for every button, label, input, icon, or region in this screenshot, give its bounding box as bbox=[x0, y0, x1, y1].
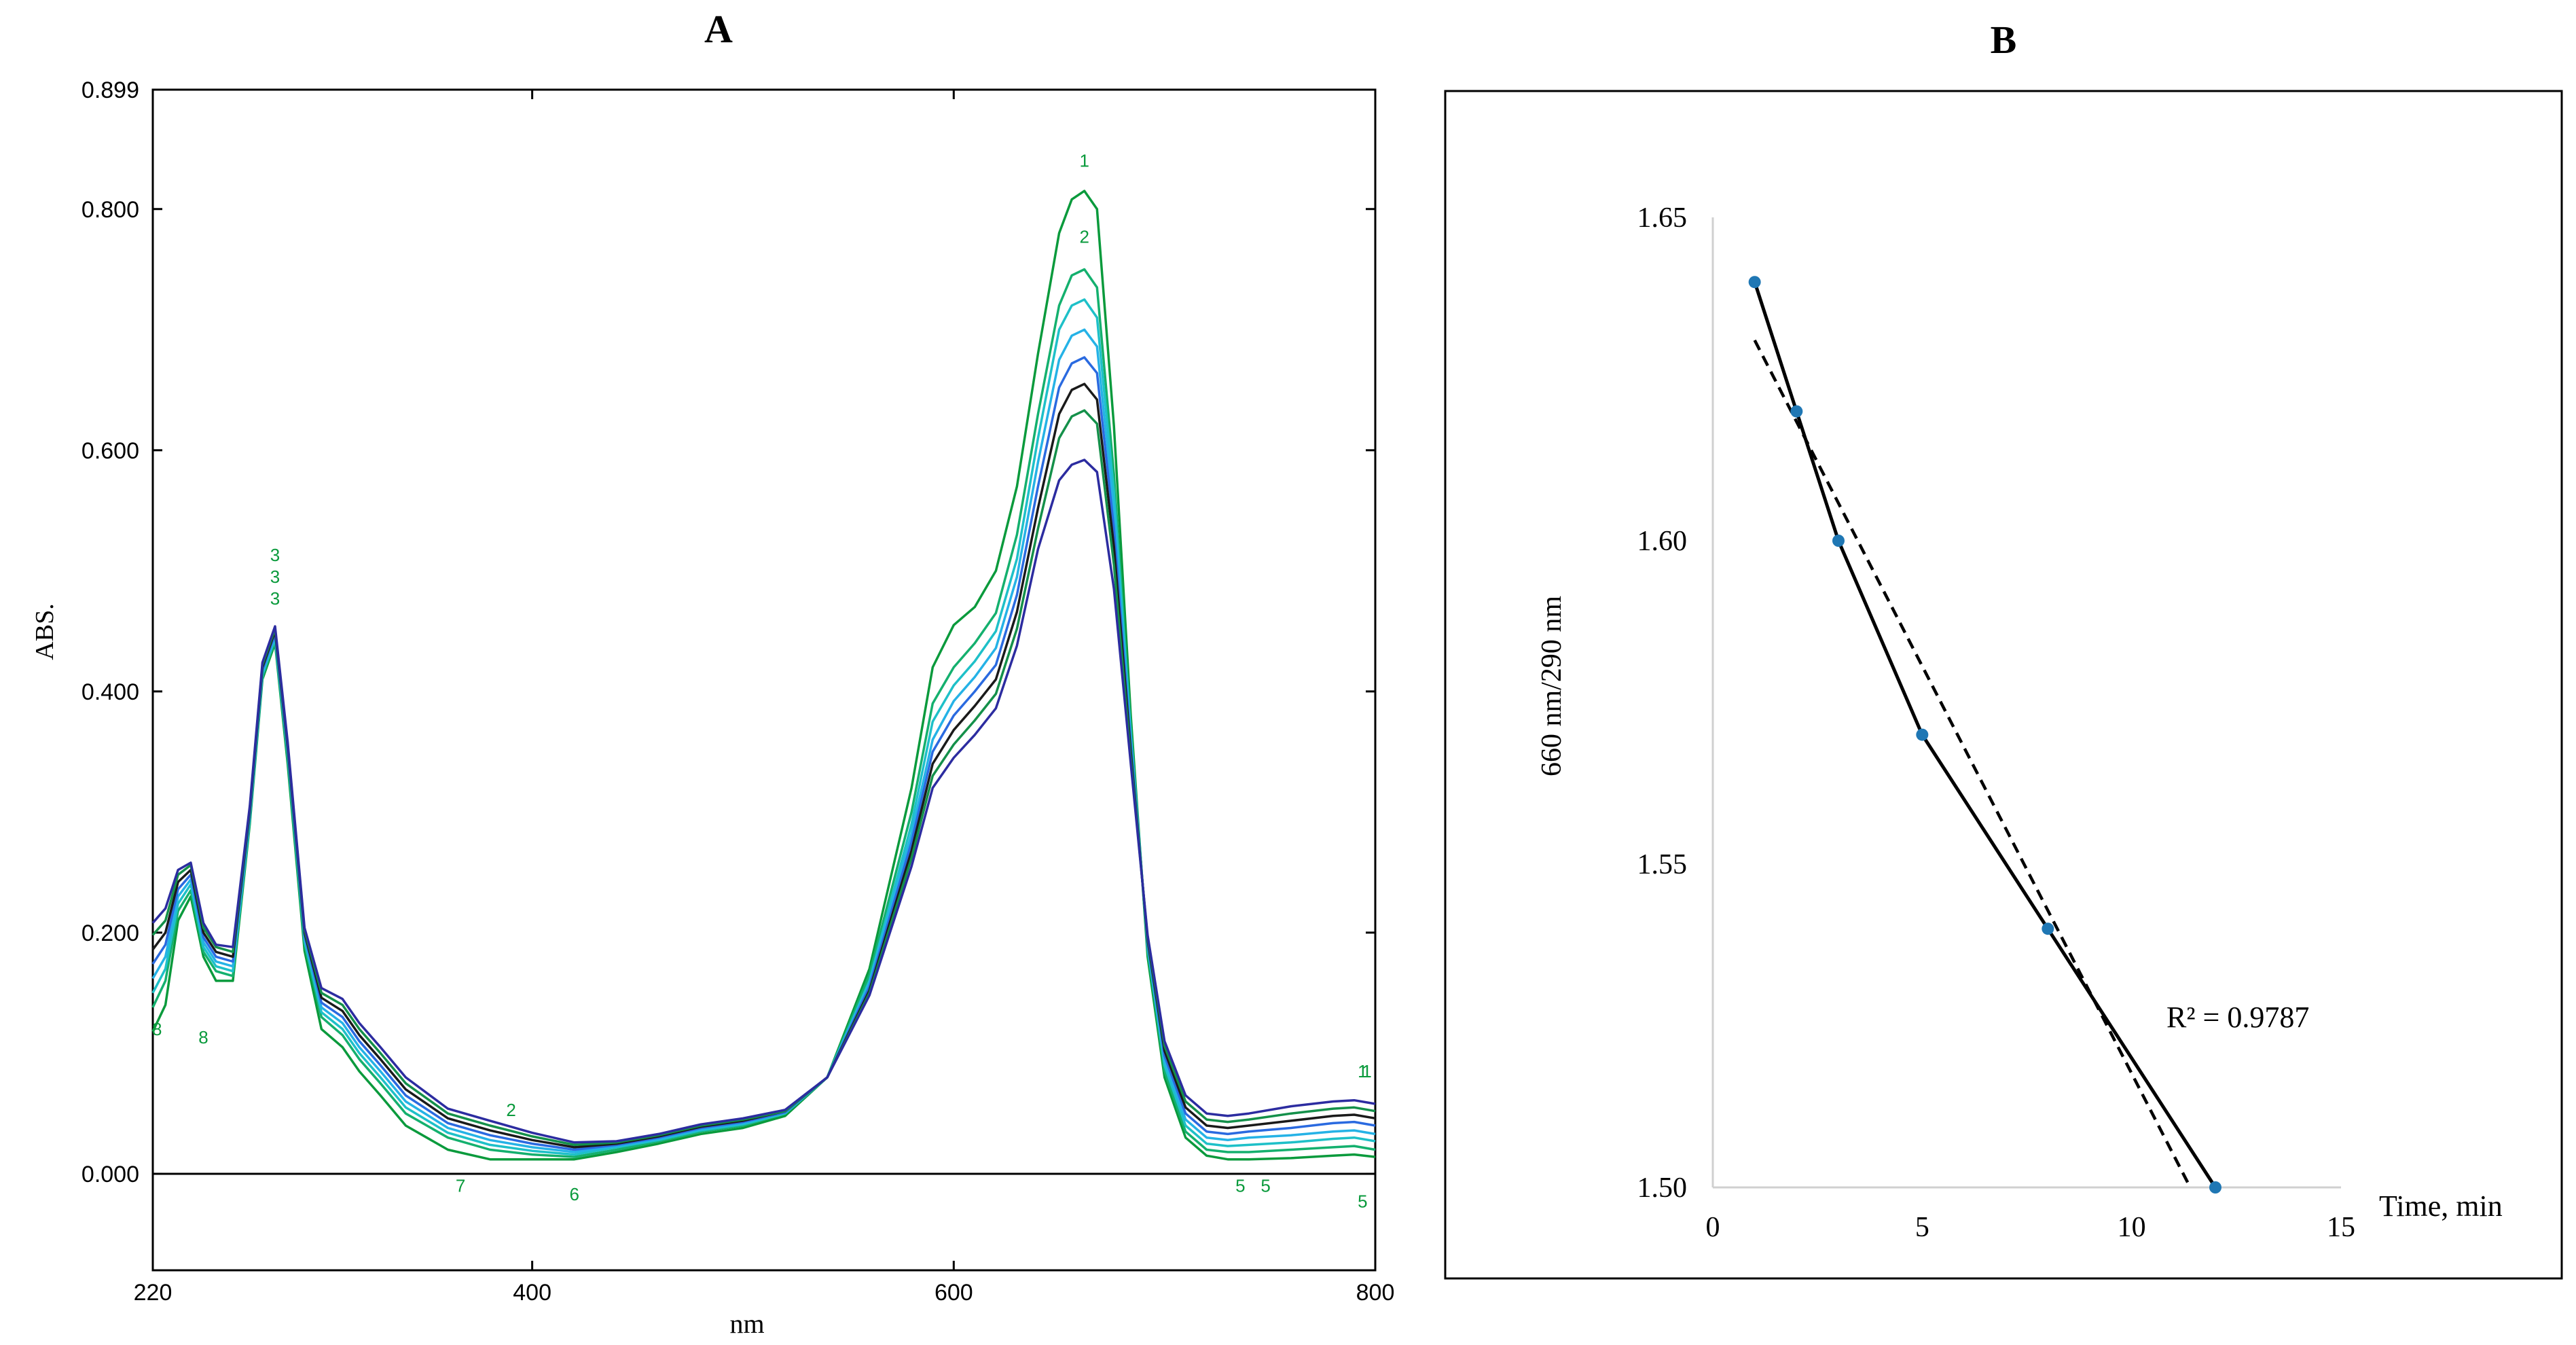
spectrum-line-7 bbox=[151, 409, 1376, 1147]
data-point bbox=[1790, 405, 1803, 418]
y-tick-label: 0.000 bbox=[81, 1162, 139, 1187]
data-point bbox=[1748, 276, 1761, 289]
y-tick-label: 0.400 bbox=[81, 679, 139, 705]
y-tick-label: 1.65 bbox=[1637, 202, 1688, 234]
panel-a-title: A bbox=[704, 7, 733, 51]
curve-number-label: 5 bbox=[1235, 1176, 1245, 1196]
spectrum-line-3 bbox=[151, 298, 1376, 1156]
x-tick-label: 10 bbox=[2118, 1212, 2146, 1243]
y-tick-label: 0.800 bbox=[81, 197, 139, 223]
panel-a-y-axis-label: ABS. bbox=[31, 603, 59, 660]
curve-number-label: 6 bbox=[569, 1184, 579, 1204]
curve-number-label: 3 bbox=[270, 567, 280, 587]
panel-a: A 0.000 0.200 0.400 0.600 0.800 0.899 220 400 60… bbox=[31, 7, 1394, 1339]
panel-a-plot-frame bbox=[151, 88, 1377, 1272]
curve-number-label: 2 bbox=[1079, 226, 1089, 247]
y-tick-label: 1.55 bbox=[1637, 849, 1688, 880]
data-point bbox=[1916, 728, 1929, 741]
x-tick-label: 600 bbox=[935, 1280, 973, 1306]
panel-a-series bbox=[151, 190, 1376, 1161]
panel-a-x-axis-label: nm bbox=[729, 1308, 764, 1339]
panel-b-ticks: 1.50 1.55 1.60 1.65 0 5 10 15 bbox=[1637, 202, 2356, 1243]
y-tick-label: 1.50 bbox=[1637, 1172, 1688, 1204]
curve-number-label: 7 bbox=[456, 1176, 465, 1196]
x-tick-label: 0 bbox=[1706, 1212, 1720, 1243]
curve-number-label: 8 bbox=[152, 1019, 162, 1039]
curve-number-label: 1 bbox=[1358, 1061, 1367, 1081]
r-squared-annotation: R² = 0.9787 bbox=[2166, 1001, 2309, 1034]
y-tick-label: 0.200 bbox=[81, 920, 139, 946]
panel-b: B 1.50 1.55 1.60 1.65 0 5 10 15 660 nm/290 nm T… bbox=[1444, 18, 2563, 1280]
y-tick-label: 0.899 bbox=[81, 77, 139, 103]
data-point bbox=[2042, 922, 2054, 935]
curve-number-label: 5 bbox=[1260, 1176, 1270, 1196]
ratio-line bbox=[1753, 281, 2217, 1189]
panel-b-y-axis-label: 660 nm/290 nm bbox=[1536, 596, 1567, 776]
panel-b-plot bbox=[1748, 276, 2221, 1194]
panel-a-ticks: 0.000 0.200 0.400 0.600 0.800 0.899 220 400 600 8… bbox=[81, 77, 1394, 1306]
y-tick-label: 0.600 bbox=[81, 438, 139, 464]
curve-number-label: 1 bbox=[1079, 151, 1089, 171]
y-tick-label: 1.60 bbox=[1637, 526, 1688, 557]
panel-b-title: B bbox=[1991, 18, 2017, 62]
data-point bbox=[2209, 1181, 2221, 1194]
x-tick-label: 220 bbox=[134, 1280, 173, 1306]
curve-number-label: 2 bbox=[506, 1100, 515, 1120]
panel-b-frame bbox=[1444, 90, 2563, 1280]
x-tick-label: 800 bbox=[1356, 1280, 1395, 1306]
data-point bbox=[1832, 535, 1845, 547]
curve-number-label: 8 bbox=[198, 1027, 208, 1047]
curve-number-label: 1 bbox=[1362, 1061, 1371, 1081]
linear-trendline bbox=[1753, 339, 2192, 1189]
spectrum-line-8 bbox=[151, 459, 1376, 1144]
curve-number-label: 3 bbox=[270, 545, 280, 565]
panel-b-x-axis-label: Time, min bbox=[2379, 1189, 2503, 1223]
x-tick-label: 5 bbox=[1915, 1212, 1929, 1243]
x-tick-label: 15 bbox=[2327, 1212, 2355, 1243]
curve-number-label: 5 bbox=[1358, 1191, 1367, 1212]
curve-number-label: 3 bbox=[270, 588, 280, 609]
x-tick-label: 400 bbox=[513, 1280, 551, 1306]
spectrum-line-6 bbox=[151, 382, 1376, 1149]
